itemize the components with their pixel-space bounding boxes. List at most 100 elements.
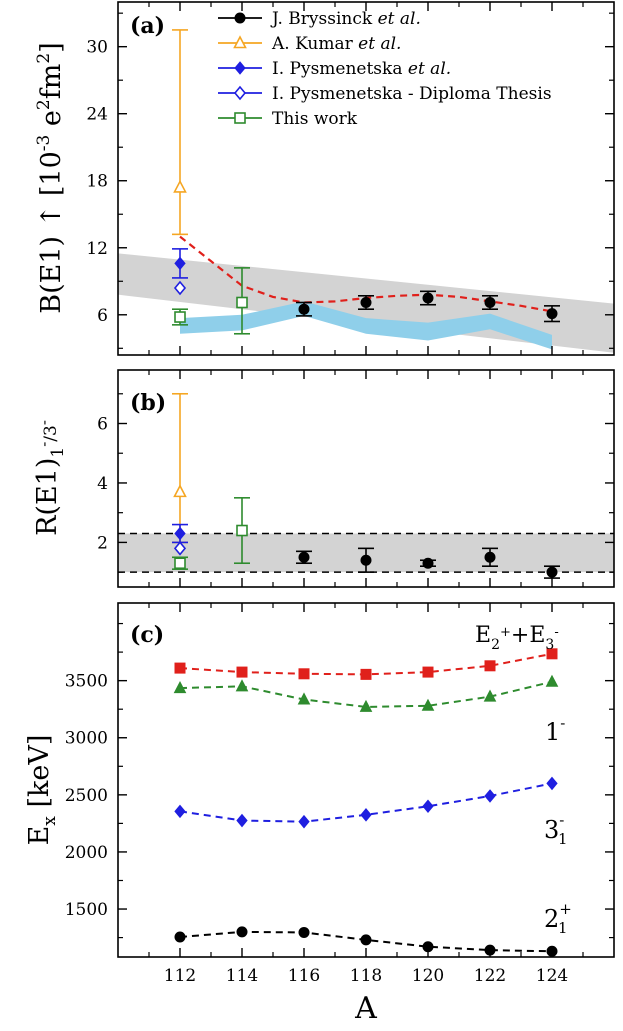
y-tick-label-0: 6 bbox=[97, 306, 108, 326]
panel-a-series-0-point-2 bbox=[422, 292, 434, 304]
panel-c-series-2-point-2 bbox=[298, 814, 310, 829]
panel-c-series-2-point-0 bbox=[174, 804, 186, 819]
panel-b-ylabel: R(E1)1-/3- bbox=[32, 420, 68, 536]
legend-entry-2: I. Pysmenetska et al. bbox=[218, 59, 451, 79]
blue-band bbox=[180, 301, 552, 350]
panel-b-series-0-point-1 bbox=[360, 554, 372, 566]
panel-c-series-2-point-3 bbox=[360, 808, 372, 822]
x-tick-label-4: 120 bbox=[412, 966, 444, 986]
panel-c-series-1-point-4 bbox=[421, 698, 435, 711]
series-label-2plus-1: 2+ 1 bbox=[544, 900, 572, 937]
panel-a-y-ticks: 6 12 18 24 30 bbox=[86, 12, 614, 349]
panel-c-series-0-point-4 bbox=[422, 666, 434, 678]
y-tick-label-1: 12 bbox=[86, 239, 108, 259]
legend-entry-0: J. Bryssinck et al. bbox=[218, 9, 421, 29]
y-tick-label-1: 4 bbox=[97, 474, 108, 494]
panel-c-series-0-point-5 bbox=[484, 660, 496, 672]
y-tick-label-2: 6 bbox=[97, 415, 108, 435]
panel-c-series-0-point-3 bbox=[360, 668, 372, 680]
panel-a-data bbox=[172, 29, 560, 335]
legend-label-text-0: J. Bryssinck bbox=[270, 9, 378, 29]
legend-label-italic-1: et al. bbox=[358, 34, 401, 54]
panel-c-series-1-point-3 bbox=[359, 699, 373, 712]
series-label-3minus-1: 3-1 bbox=[544, 811, 568, 848]
panel-a: 6 12 18 24 30 (a) B(E1) ↑ [10-3 e2fm2] J. Br… bbox=[34, 1, 615, 356]
panel-c-series-0-point-0 bbox=[174, 662, 186, 674]
legend-label-4: This work bbox=[272, 109, 358, 129]
legend-label-italic-2: et al. bbox=[408, 59, 451, 79]
panel-c-series-1-point-1 bbox=[235, 679, 249, 692]
panel-c-series-1-point-6 bbox=[545, 674, 559, 687]
panel-a-series-0-point-4 bbox=[546, 308, 558, 320]
panel-a-legend: J. Bryssinck et al.A. Kumar et al.I. Pys… bbox=[218, 9, 552, 129]
panel-b-series-3-point-0 bbox=[173, 541, 187, 556]
legend-label-text-1: A. Kumar bbox=[271, 34, 358, 54]
panel-c-series-1-point-0 bbox=[173, 680, 187, 694]
panel-a-series-1-point-0 bbox=[173, 179, 187, 193]
x-tick-label-1: 114 bbox=[226, 966, 258, 986]
legend-label-text-4: This work bbox=[272, 109, 358, 129]
panel-c-series-0-point-6 bbox=[546, 648, 558, 660]
panel-b-label: (b) bbox=[130, 390, 166, 416]
panel-b-series-0-point-0 bbox=[298, 551, 310, 563]
panel-a-series-0-point-0 bbox=[298, 303, 310, 315]
panel-a-series-4-point-0 bbox=[174, 311, 186, 323]
panel-a-series-2-point-0 bbox=[174, 256, 186, 271]
panel-a-series-3-point-0 bbox=[173, 280, 187, 296]
y-tick-label-2: 2500 bbox=[65, 786, 108, 806]
y-tick-label-0: 2 bbox=[97, 533, 108, 553]
panel-b-series-4-point-0 bbox=[174, 557, 186, 570]
panel-a-series-4-point-1 bbox=[236, 296, 248, 309]
y-tick-label-2: 18 bbox=[86, 172, 108, 192]
legend-entry-3: I. Pysmenetska - Diploma Thesis bbox=[218, 84, 552, 104]
panel-b-series-1-point-0 bbox=[173, 484, 187, 498]
x-tick-label-5: 122 bbox=[474, 966, 506, 986]
panel-c-series-2-point-6 bbox=[546, 776, 558, 791]
panel-b-series-0-point-4 bbox=[546, 566, 558, 578]
legend-label-0: J. Bryssinck et al. bbox=[270, 9, 421, 29]
y-tick-label-1: 2000 bbox=[65, 843, 108, 863]
legend-marker-3 bbox=[233, 85, 247, 101]
series-label-e2-e3: E2++E3- bbox=[475, 623, 559, 653]
panel-c-series-3-point-3 bbox=[360, 934, 372, 946]
x-tick-label-0: 112 bbox=[164, 966, 196, 986]
legend-label-italic-0: et al. bbox=[378, 9, 421, 29]
legend-label-2: I. Pysmenetska et al. bbox=[272, 59, 451, 79]
legend-entry-4: This work bbox=[218, 109, 358, 129]
x-axis-label: A bbox=[354, 991, 377, 1026]
y-tick-label-3: 3000 bbox=[65, 729, 108, 749]
panel-c-series-labels: E2++E3- 1- 3-1 2+ 1 bbox=[475, 623, 572, 937]
legend-marker-4 bbox=[234, 112, 246, 124]
panel-a-label: (a) bbox=[130, 13, 165, 39]
x-tick-label-3: 118 bbox=[350, 966, 382, 986]
panel-c-series-3-point-2 bbox=[298, 926, 310, 938]
panel-b-y-ticks: 2 4 6 bbox=[97, 393, 614, 573]
panel-c-series-1-point-5 bbox=[483, 689, 497, 702]
legend-marker-0 bbox=[234, 12, 246, 24]
legend-label-1: A. Kumar et al. bbox=[271, 34, 401, 54]
panel-a-x-ticks bbox=[148, 2, 584, 355]
panel-c-y-ticks: 1500 2000 2500 3000 3500 bbox=[65, 622, 614, 939]
panel-c-series-0-point-1 bbox=[236, 666, 248, 678]
y-tick-label-4: 3500 bbox=[65, 672, 108, 692]
panel-b-data bbox=[172, 392, 560, 579]
panel-c-x-ticks: 112 114 116 118 120 122 124 bbox=[148, 603, 584, 986]
panel-a-series-0-point-1 bbox=[360, 296, 372, 308]
y-tick-label-3: 24 bbox=[86, 105, 108, 125]
y-tick-label-4: 30 bbox=[86, 38, 108, 58]
legend-marker-2 bbox=[234, 61, 246, 75]
panel-c: 1500 2000 2500 3000 3500 112 114 116 118 120 122 1… bbox=[24, 602, 615, 1026]
y-tick-label-0: 1500 bbox=[65, 900, 108, 920]
legend-label-text-2: I. Pysmenetska bbox=[272, 59, 408, 79]
panel-c-series-1-point-2 bbox=[297, 692, 311, 705]
panel-a-ylabel: B(E1) ↑ [10-3 e2fm2] bbox=[34, 42, 67, 313]
legend-marker-1 bbox=[233, 35, 247, 49]
panel-c-ylabel: Ex [keV] bbox=[24, 735, 60, 846]
panel-c-series-2-point-4 bbox=[422, 799, 434, 814]
panel-b-series-0-point-2 bbox=[422, 557, 434, 569]
legend-entry-1: A. Kumar et al. bbox=[218, 34, 401, 54]
x-tick-label-2: 116 bbox=[288, 966, 320, 986]
panel-c-data bbox=[173, 648, 559, 957]
panel-b: 2 4 6 (b) R(E1)1-/3- bbox=[32, 369, 615, 588]
